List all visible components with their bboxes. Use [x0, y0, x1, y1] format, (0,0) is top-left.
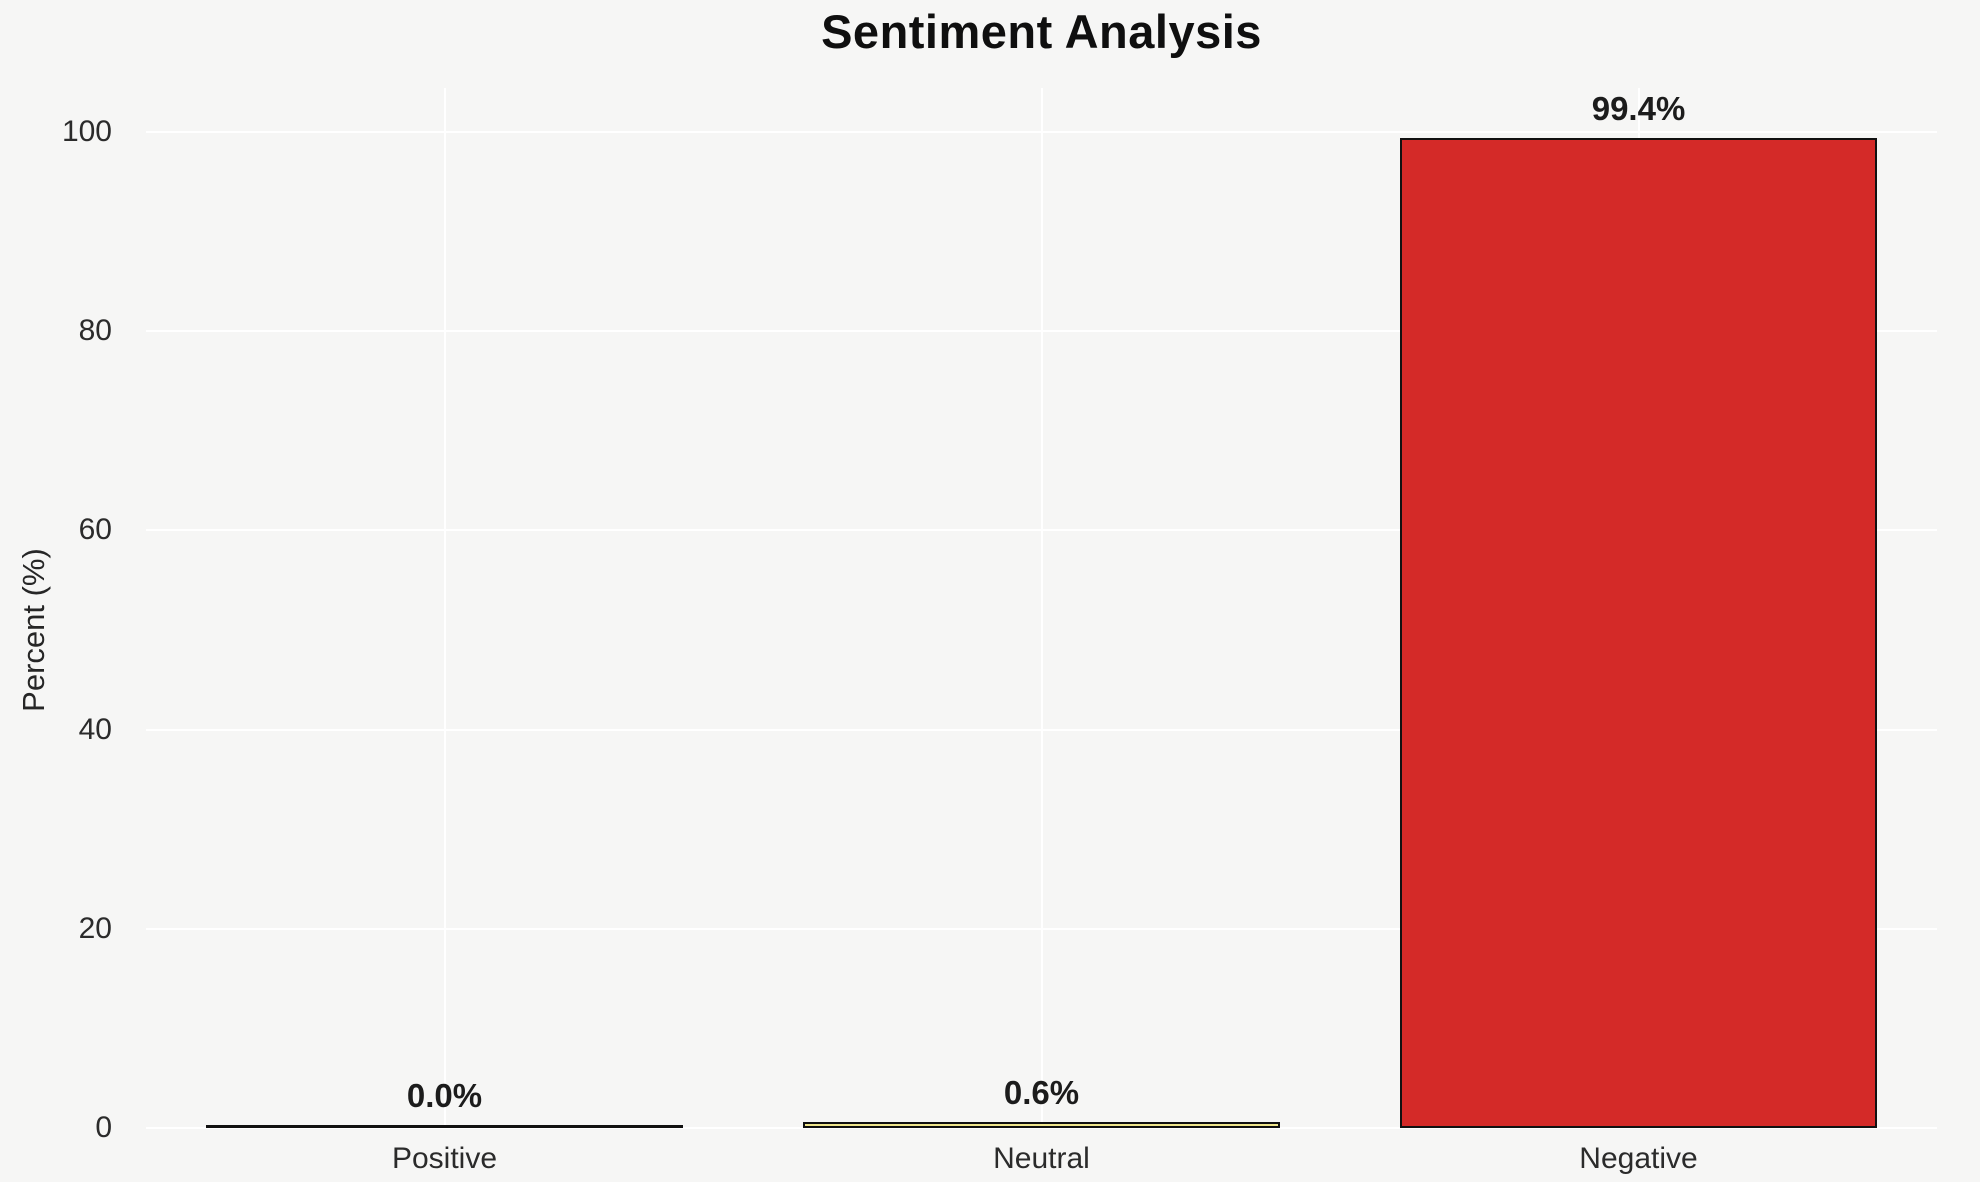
- gridline-y-0: [146, 1127, 1937, 1129]
- ytick-label-0: 0: [95, 1111, 112, 1144]
- bar-neutral: [802, 1122, 1281, 1128]
- xtick-label-positive: Positive: [391, 1142, 498, 1175]
- ytick-label-100: 100: [61, 115, 112, 148]
- ytick-label-60: 60: [78, 513, 112, 547]
- bar-value-label-negative: 99.4%: [1591, 90, 1686, 127]
- ytick-label-40: 40: [78, 712, 112, 746]
- xtick-label-negative: Negative: [1579, 1142, 1698, 1175]
- bar-negative: [1399, 138, 1878, 1128]
- xtick-label-neutral: Neutral: [993, 1142, 1090, 1175]
- bar-positive: [205, 1125, 684, 1128]
- ytick-label-80: 80: [78, 314, 112, 348]
- gridline-x-positive: [443, 88, 446, 1128]
- ytick-label-20: 20: [78, 911, 112, 945]
- gridline-x-neutral: [1040, 88, 1043, 1128]
- chart-title: Sentiment Analysis: [821, 5, 1262, 58]
- bar-value-label-positive: 0.0%: [406, 1077, 483, 1114]
- bar-value-label-neutral: 0.6%: [1003, 1074, 1080, 1111]
